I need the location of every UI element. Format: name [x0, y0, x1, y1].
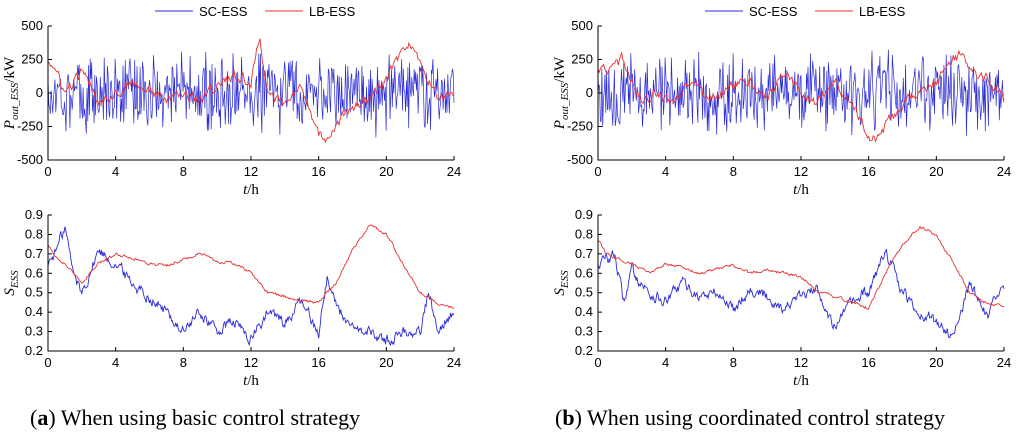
y-tick-label: 0 [36, 85, 43, 100]
legend-b: SC-ESS LB-ESS [705, 4, 906, 19]
svg-text:(a) When using basic control s: (a) When using basic control strategy [30, 405, 360, 430]
x-tick-label: 4 [662, 355, 669, 370]
y-axis-label: Pout_ESS/kW [2, 56, 21, 130]
x-tick-label: 0 [594, 164, 601, 179]
x-tick-label: 20 [929, 355, 943, 370]
caption-b-tag: b [562, 405, 574, 430]
y-tick-label: 500 [21, 18, 43, 33]
y-tick-label: -250 [567, 119, 593, 134]
y-axis-label: Pout_ESS/kW [552, 56, 571, 130]
y-tick-label: 0.5 [575, 285, 593, 300]
x-tick-label: 8 [180, 164, 187, 179]
panel-a-soc-plot: 0.9 0.8 0.7 0.6 0.5 0.4 0.3 0.20 4 8 12 16 20 24 t/h SE… [2, 207, 461, 389]
y-tick-label: 0.6 [575, 265, 593, 280]
y-tick-label: 0.8 [575, 226, 593, 241]
y-tick-label: 500 [571, 18, 593, 33]
sc-ess-series-line [597, 248, 1005, 339]
y-tick-label: 0.8 [25, 226, 43, 241]
caption-a: (a) When using basic control strategy [30, 405, 360, 430]
lb-ess-series-line [47, 38, 455, 144]
y-tick-label: 0.2 [25, 343, 43, 358]
lb-ess-series-line [47, 224, 455, 310]
sc-ess-series-line [47, 226, 455, 347]
panel-b-soc-plot: 0.9 0.8 0.7 0.6 0.5 0.4 0.3 0.20 4 8 12 16 20 24 t/h SE… [552, 207, 1011, 389]
lb-ess-series-line [597, 226, 1005, 310]
y-tick-label: 0.5 [25, 285, 43, 300]
y-tick-label: 0.6 [25, 265, 43, 280]
x-tick-label: 12 [244, 164, 258, 179]
y-tick-label: 0.7 [25, 246, 43, 261]
sc-ess-series-line [47, 51, 455, 138]
caption-b-close: ) [575, 405, 582, 430]
legend-lb-label: LB-ESS [859, 4, 906, 19]
x-tick-label: 24 [447, 164, 461, 179]
x-tick-label: 16 [861, 164, 875, 179]
axis-lines [47, 215, 454, 352]
caption-a-open: ( [30, 405, 37, 430]
x-tick-label: 24 [997, 164, 1011, 179]
x-tick-label: 16 [311, 355, 325, 370]
y-tick-label: 0.3 [575, 324, 593, 339]
caption-b: (b) When using coordinated control strat… [555, 405, 945, 430]
y-axis-label: SESS [2, 270, 21, 296]
x-axis-label: t/h [793, 373, 809, 389]
lb-ess-series-line [597, 49, 1005, 143]
y-tick-label: -250 [17, 119, 43, 134]
x-tick-label: 12 [794, 164, 808, 179]
y-tick-label: 0.7 [575, 246, 593, 261]
x-tick-label: 16 [861, 355, 875, 370]
y-axis-label: SESS [552, 270, 571, 296]
y-tick-label: 250 [571, 52, 593, 67]
x-tick-label: 8 [730, 164, 737, 179]
caption-a-text: When using basic control strategy [56, 405, 360, 430]
legend-a: SC-ESS LB-ESS [155, 4, 356, 19]
y-tick-label: 0.4 [575, 304, 593, 319]
y-tick-label: 0.4 [25, 304, 43, 319]
x-tick-label: 20 [929, 164, 943, 179]
y-tick-label: -500 [17, 152, 43, 167]
x-axis-label: t/h [243, 182, 259, 198]
y-tick-label: 0.2 [575, 343, 593, 358]
svg-text:(b) When using coordinated con: (b) When using coordinated control strat… [555, 405, 945, 430]
caption-b-open: ( [555, 405, 562, 430]
x-tick-label: 16 [311, 164, 325, 179]
legend-lb-label: LB-ESS [309, 4, 356, 19]
x-tick-label: 4 [112, 164, 119, 179]
y-tick-label: -500 [567, 152, 593, 167]
x-tick-label: 8 [730, 355, 737, 370]
caption-a-close: ) [48, 405, 55, 430]
y-tick-label: 0.3 [25, 324, 43, 339]
sc-ess-series-line [597, 49, 1005, 136]
x-tick-label: 4 [662, 164, 669, 179]
x-tick-label: 0 [44, 355, 51, 370]
y-tick-label: 250 [21, 52, 43, 67]
x-tick-label: 20 [379, 355, 393, 370]
caption-a-tag: a [37, 405, 48, 430]
legend-sc-label: SC-ESS [749, 4, 798, 19]
y-tick-label: 0.9 [25, 207, 43, 222]
caption-b-text: When using coordinated control strategy [582, 405, 945, 430]
x-tick-label: 24 [447, 355, 461, 370]
x-axis-label: t/h [793, 182, 809, 198]
x-axis-label: t/h [243, 373, 259, 389]
x-tick-label: 20 [379, 164, 393, 179]
x-tick-label: 8 [180, 355, 187, 370]
x-tick-label: 0 [44, 164, 51, 179]
y-tick-label: 0 [586, 85, 593, 100]
x-tick-label: 0 [594, 355, 601, 370]
x-tick-label: 24 [997, 355, 1011, 370]
y-tick-label: 0.9 [575, 207, 593, 222]
x-tick-label: 12 [794, 355, 808, 370]
legend-sc-label: SC-ESS [199, 4, 248, 19]
x-tick-label: 12 [244, 355, 258, 370]
x-tick-label: 4 [112, 355, 119, 370]
